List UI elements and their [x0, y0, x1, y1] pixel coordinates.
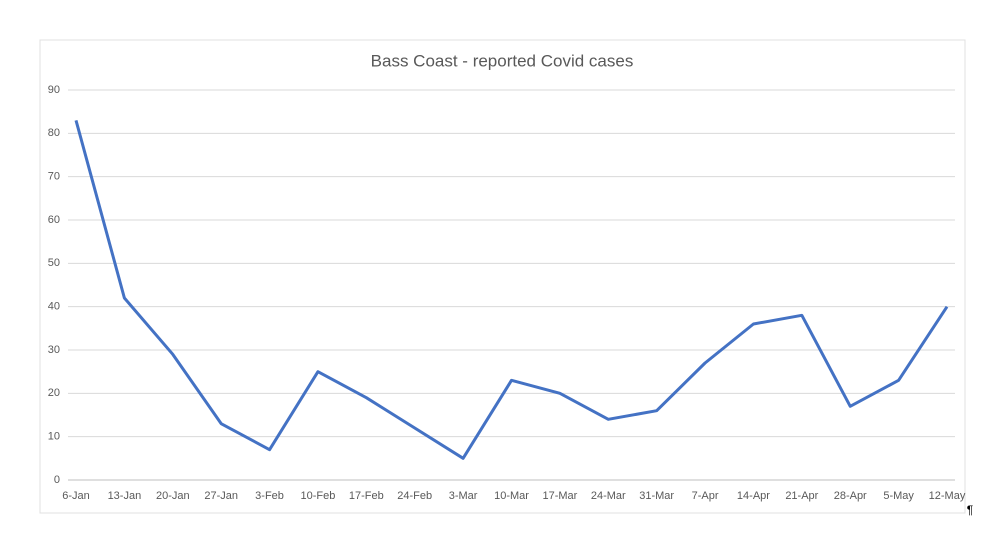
x-tick-label: 31-Mar [639, 490, 674, 502]
y-tick-label: 10 [48, 431, 60, 443]
x-tick-label: 21-Apr [785, 490, 818, 502]
x-tick-label: 3-Mar [449, 490, 478, 502]
y-tick-label: 20 [48, 387, 60, 399]
y-tick-label: 90 [48, 84, 60, 96]
line-series [74, 119, 949, 460]
y-tick-label: 70 [48, 171, 60, 183]
y-tick-label: 0 [54, 474, 60, 486]
y-tick-label: 40 [48, 301, 60, 313]
chart-frame [39, 39, 966, 514]
x-tick-label: 10-Mar [494, 490, 529, 502]
x-tick-label: 17-Feb [349, 490, 384, 502]
x-tick-label: 17-Mar [542, 490, 577, 502]
x-tick-label: 28-Apr [834, 490, 867, 502]
x-tick-label: 20-Jan [156, 490, 190, 502]
y-tick-label: 80 [48, 127, 60, 139]
x-tick-label: 24-Mar [591, 490, 626, 502]
x-tick-label: 6-Jan [62, 490, 90, 502]
x-tick-label: 12-May [929, 490, 966, 502]
x-tick-label: 24-Feb [397, 490, 432, 502]
y-tick-label: 30 [48, 344, 60, 356]
x-tick-label: 3-Feb [255, 490, 284, 502]
y-tick-label: 50 [48, 257, 60, 269]
y-tick-label: 60 [48, 214, 60, 226]
chart-title: Bass Coast - reported Covid cases [371, 51, 634, 70]
x-tick-label: 5-May [883, 490, 914, 502]
pilcrow: ¶ [967, 503, 973, 517]
x-tick-label: 7-Apr [692, 490, 719, 502]
x-tick-label: 13-Jan [108, 490, 142, 502]
x-tick-label: 14-Apr [737, 490, 770, 502]
x-tick-label: 10-Feb [301, 490, 336, 502]
x-tick-label: 27-Jan [204, 490, 238, 502]
